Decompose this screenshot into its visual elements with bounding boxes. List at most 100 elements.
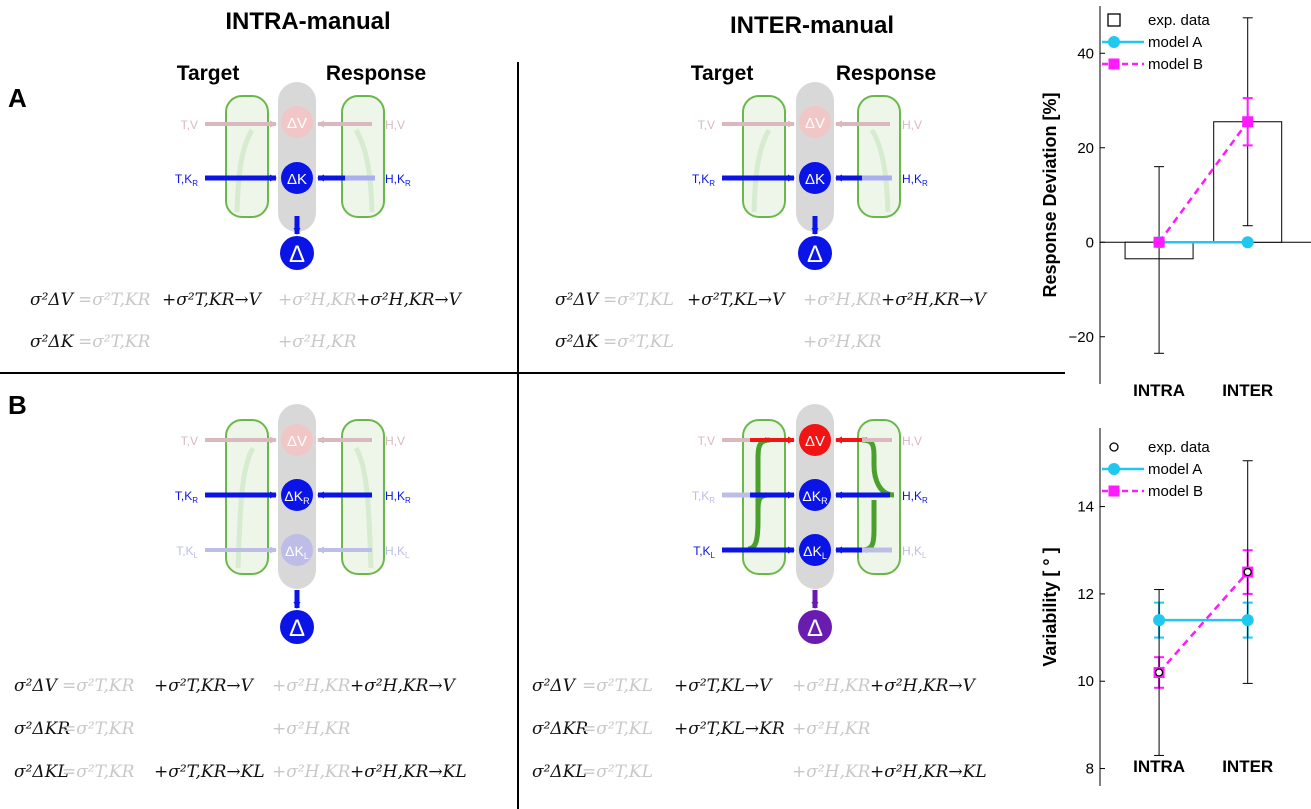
response-deviation-chart: −20 0 20 40 Response Deviation [%] INTRA INTER… (1040, 6, 1311, 400)
equation-term: +σ²H,KR→V (870, 676, 977, 696)
legend-marker-model-a (1108, 36, 1120, 48)
equation-lhs: σ²ΔKR (532, 719, 588, 739)
equations-a-inter: σ²ΔV =σ²T,KL +σ²T,KL→V +σ²H,KR +σ²H,KR→Vσ²ΔK… (555, 290, 988, 352)
x-category-label: INTRA (1133, 757, 1185, 776)
y-tick-label: 20 (1077, 140, 1094, 157)
equation-term: +σ²H,KR→V (356, 290, 463, 310)
equation-lhs: σ²ΔV (532, 676, 577, 696)
equation-term: +σ²H,KR (272, 719, 351, 739)
legend-marker-model-a (1108, 463, 1120, 475)
node-dk-label: ΔK (805, 171, 825, 188)
y-tick-label: −20 (1069, 329, 1094, 346)
equation-term: +σ²H,KR (278, 290, 357, 310)
equation-term: +σ²H,KR (278, 332, 357, 352)
model-a-point (1241, 236, 1254, 249)
model-a-point (1241, 614, 1254, 627)
node-dkr-label: ΔKR (284, 488, 310, 506)
legend-marker-model-b (1108, 58, 1120, 70)
response-label-intra: Response (326, 62, 426, 85)
input-tk-label: T,KR (692, 172, 715, 188)
node-delta-label: Δ (807, 615, 823, 642)
node-dv-label: ΔV (805, 115, 825, 132)
equation-lhs: σ²ΔV (555, 290, 600, 310)
input-tkr-label: T,KR (175, 489, 198, 505)
model-b-line (1158, 121, 1249, 243)
node-delta-label: Δ (289, 615, 305, 642)
input-hv-label: H,V (385, 434, 405, 448)
input-tk-label: T,KR (175, 172, 198, 188)
equation-term: =σ²T,KL (582, 762, 653, 782)
equation-lhs: σ²ΔK (555, 332, 600, 352)
exp-data-point (1154, 668, 1164, 677)
node-dk-label: ΔK (287, 171, 307, 188)
equation-term: +σ²H,KR (803, 290, 882, 310)
equation-term: +σ²H,KR (803, 332, 882, 352)
equation-term: +σ²T,KR→V (162, 290, 263, 310)
equation-lhs: σ²ΔV (14, 676, 59, 696)
model-b-line (1158, 571, 1249, 674)
equation-term: +σ²T,KL→V (674, 676, 773, 696)
y-tick-label: 8 (1086, 761, 1094, 778)
x-category-label: INTER (1222, 381, 1273, 400)
legend-label: exp. data (1148, 439, 1210, 456)
input-tv-label: T,V (181, 118, 198, 132)
equation-term: +σ²H,KR→KL (350, 762, 467, 782)
input-hkr-label: H,KR (385, 489, 411, 505)
legend-label: model B (1148, 483, 1203, 500)
node-delta-label: Δ (807, 241, 823, 268)
input-tkl-label: T,KL (176, 544, 198, 560)
equations-b-inter: σ²ΔV =σ²T,KL +σ²T,KL→V +σ²H,KR +σ²H,KR→Vσ²ΔK… (532, 676, 987, 782)
diagram-a-intra: ΔV ΔK Δ T,V H,V T,KR H,KR (175, 82, 411, 270)
input-hkr-label: H,KR (902, 489, 928, 505)
equation-lhs: σ²ΔKL (14, 762, 69, 782)
node-dv-label: ΔV (805, 433, 825, 450)
intra-manual-header: INTRA-manual (225, 8, 390, 35)
legend-marker-exp (1109, 442, 1119, 452)
equation-term: +σ²H,KR→V (350, 676, 457, 696)
equation-term: +σ²H,KR (272, 762, 351, 782)
equation-term: +σ²H,KR (792, 719, 871, 739)
target-label-inter: Target (691, 62, 754, 85)
equation-term: +σ²H,KR→V (881, 290, 988, 310)
x-category-label: INTER (1222, 757, 1273, 776)
node-dv-label: ΔV (287, 433, 307, 450)
input-tkr-label: T,KR (692, 489, 715, 505)
input-hkl-label: H,KL (902, 544, 927, 560)
input-tv-label: T,V (698, 434, 715, 448)
equation-term: =σ²T,KR (78, 290, 151, 310)
input-hv-label: H,V (902, 434, 922, 448)
input-hk-label: H,KR (902, 172, 928, 188)
panel-label-a: A (8, 83, 27, 113)
equation-lhs: σ²ΔK (30, 332, 75, 352)
node-dkr-label: ΔKR (802, 488, 828, 506)
node-dkl-label: ΔKL (285, 543, 309, 561)
equation-term: +σ²T,KR→V (154, 676, 255, 696)
y-tick-label: 0 (1086, 234, 1094, 251)
diagram-a-inter: ΔV ΔK Δ T,V H,V T,KR H,KR (692, 82, 928, 270)
equation-term: =σ²T,KL (582, 719, 653, 739)
equation-term: =σ²T,KR (62, 719, 135, 739)
equation-term: +σ²H,KR (792, 676, 871, 696)
input-hk-label: H,KR (385, 172, 411, 188)
variability-chart: 8 10 12 14 Variability [ ° ] INTRA INTER exp. d… (1040, 428, 1273, 786)
input-tv-label: T,V (181, 434, 198, 448)
equation-lhs: σ²ΔV (30, 290, 75, 310)
equation-term: +σ²T,KL→KR (674, 719, 785, 739)
legend-marker-model-b (1108, 485, 1120, 497)
x-category-label: INTRA (1133, 381, 1185, 400)
legend-label: model A (1148, 34, 1202, 51)
input-hkl-label: H,KL (385, 544, 410, 560)
diagram-b-inter: ΔV ΔKR ΔKL Δ T,V H,V T,KR H,KR T,KL H,KL (692, 404, 928, 644)
equation-term: +σ²H,KR (792, 762, 871, 782)
node-dv-label: ΔV (287, 115, 307, 132)
equations-a-intra: σ²ΔV =σ²T,KR +σ²T,KR→V +σ²H,KR +σ²H,KR→Vσ²ΔK… (30, 290, 463, 352)
model-b-point (1153, 236, 1165, 248)
model-a-point (1153, 614, 1166, 627)
equation-term: +σ²H,KR (272, 676, 351, 696)
equation-term: =σ²T,KR (62, 676, 135, 696)
target-label-intra: Target (177, 62, 240, 85)
equations-b-intra: σ²ΔV =σ²T,KR +σ²T,KR→V +σ²H,KR +σ²H,KR→Vσ²ΔK… (14, 676, 467, 782)
input-hv-label: H,V (902, 118, 922, 132)
equation-term: +σ²T,KL→V (687, 290, 786, 310)
equation-term: +σ²H,KR→KL (870, 762, 987, 782)
